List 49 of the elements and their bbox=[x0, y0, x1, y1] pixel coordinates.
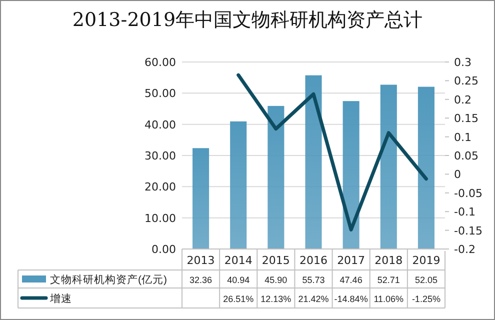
data-label: 40.94 bbox=[227, 275, 250, 285]
x-tick-label: 2018 bbox=[374, 254, 403, 267]
bar bbox=[380, 84, 397, 249]
y-tick-label: 10.00 bbox=[144, 212, 176, 225]
data-label: 47.46 bbox=[340, 275, 362, 285]
chart-title: 2013-2019年中国文物科研机构资产总计 bbox=[72, 9, 423, 31]
x-tick-label: 2017 bbox=[337, 254, 366, 267]
data-label: 32.36 bbox=[190, 275, 212, 285]
data-label: 45.90 bbox=[264, 275, 288, 285]
data-label: 52.71 bbox=[377, 275, 400, 285]
data-label: -14.84% bbox=[334, 294, 368, 304]
y-tick-label: 60.00 bbox=[144, 56, 176, 69]
x-tick-label: 2013 bbox=[186, 254, 215, 267]
y-tick-label: 50.00 bbox=[144, 87, 176, 100]
data-label: 26.51% bbox=[223, 294, 254, 304]
bar bbox=[268, 106, 284, 249]
x-tick-label: 2016 bbox=[300, 254, 328, 267]
x-tick-label: 2019 bbox=[412, 254, 440, 267]
y2-tick-label: -0.2 bbox=[454, 243, 476, 256]
data-label: -1.25% bbox=[412, 294, 440, 304]
y-tick-label: 40.00 bbox=[144, 118, 176, 132]
data-label: 12.13% bbox=[260, 294, 292, 304]
legend-label: 文物科研机构资产(亿元) bbox=[50, 273, 167, 286]
y2-tick-label: -0.05 bbox=[454, 186, 482, 200]
y2-tick-label: 0.3 bbox=[454, 56, 472, 69]
y2-tick-label: 0.1 bbox=[454, 130, 472, 144]
y2-tick-label: -0.1 bbox=[454, 206, 476, 219]
y2-tick-label: 0.2 bbox=[454, 93, 472, 106]
y-tick-label: 20.00 bbox=[144, 180, 176, 194]
bar bbox=[192, 148, 210, 249]
data-label: 21.42% bbox=[298, 294, 329, 304]
x-tick-label: 2014 bbox=[224, 254, 252, 267]
y2-tick-label: -0.15 bbox=[454, 224, 482, 238]
bar bbox=[342, 101, 360, 249]
x-tick-label: 2015 bbox=[262, 254, 290, 267]
y-tick-label: 30.00 bbox=[144, 150, 176, 162]
data-label: 52.05 bbox=[414, 275, 438, 285]
bar bbox=[418, 86, 434, 249]
y2-tick-label: 0.05 bbox=[454, 150, 478, 162]
y2-tick-label: 0.15 bbox=[454, 112, 478, 126]
data-label: 55.73 bbox=[302, 275, 325, 285]
legend-label: 增速 bbox=[49, 292, 72, 305]
y2-tick-label: 0 bbox=[454, 168, 461, 182]
line-series bbox=[236, 73, 428, 232]
y-tick-label: 0.00 bbox=[152, 243, 176, 256]
bar bbox=[305, 75, 322, 249]
data-label: 11.06% bbox=[374, 294, 404, 304]
bar bbox=[230, 121, 247, 249]
y2-tick-label: 0.25 bbox=[454, 74, 478, 88]
